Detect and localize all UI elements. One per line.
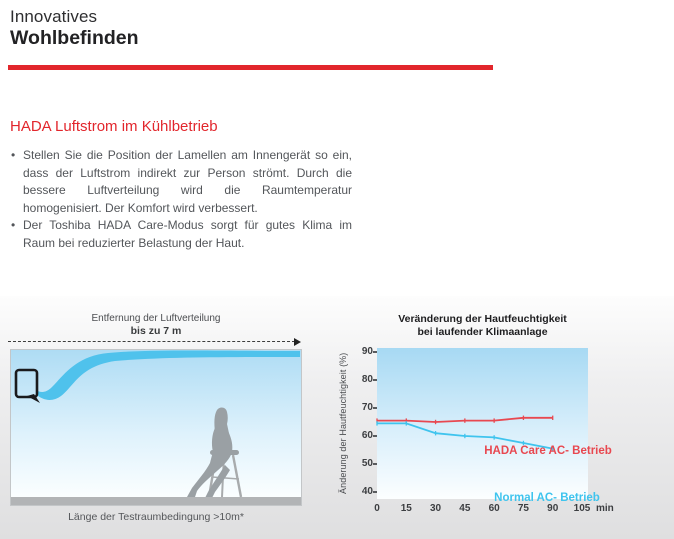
- figure-caption: Länge der Testraumbedingung >10m*: [68, 511, 244, 523]
- y-tick-mark: [373, 351, 377, 353]
- humidity-chart: Veränderung der Hautfeuchtigkeit bei lau…: [335, 300, 674, 539]
- distance-arrow-head-icon: [294, 337, 301, 346]
- y-tick-label: 60: [361, 430, 373, 441]
- x-tick-label: 105: [573, 503, 591, 514]
- page-title: Wohlbefinden: [10, 27, 139, 49]
- ac-unit-icon: [14, 368, 40, 403]
- y-tick-mark: [373, 463, 377, 465]
- section-heading: HADA Luftstrom im Kühlbetrieb: [10, 118, 218, 135]
- y-tick-mark: [373, 379, 377, 381]
- y-axis-title: Änderung der Hautfeuchtigkeit (%): [338, 352, 348, 495]
- series-label-normal: Normal AC- Betrieb: [494, 492, 600, 504]
- room-illustration-svg: [11, 350, 301, 505]
- chart-plot-svg: [376, 415, 554, 451]
- distance-label-line1: Entfernung der Luftverteilung: [91, 313, 221, 324]
- y-tick-label: 70: [361, 402, 373, 413]
- x-axis-unit-label: min: [596, 503, 614, 514]
- person-silhouette: [187, 407, 233, 498]
- y-tick-label: 90: [361, 346, 373, 357]
- airflow-swoosh: [36, 350, 300, 400]
- x-tick-label: 60: [488, 503, 500, 514]
- floor-bar: [11, 497, 301, 505]
- chart-plot: HADA Care AC- Betrieb Normal AC- Betrieb: [376, 348, 612, 504]
- x-tick-label: 0: [374, 503, 380, 514]
- y-tick-mark: [373, 407, 377, 409]
- room-illustration: [10, 349, 302, 506]
- x-tick-label: 90: [547, 503, 559, 514]
- y-tick-label: 50: [361, 458, 373, 469]
- distance-arrow-line: [8, 341, 295, 342]
- x-tick-label: 30: [430, 503, 442, 514]
- red-divider-rule: [8, 65, 493, 70]
- y-tick-label: 40: [361, 486, 373, 497]
- x-tick-label: 75: [517, 503, 529, 514]
- y-tick-mark: [373, 435, 377, 437]
- distance-label-line2: bis zu 7 m: [130, 325, 182, 337]
- page-pretitle: Innovatives: [10, 7, 98, 26]
- y-tick-label: 80: [361, 374, 373, 385]
- bullet-item: Der Toshiba HADA Care-Modus sorgt für gu…: [10, 217, 352, 252]
- y-tick-mark: [373, 491, 377, 493]
- airflow-figure: Entfernung der Luftverteilung bis zu 7 m: [0, 300, 320, 539]
- chart-title-line2: bei laufender Klimaanlage: [417, 326, 548, 338]
- x-tick-label: 45: [459, 503, 471, 514]
- chart-title-line1: Veränderung der Hautfeuchtigkeit: [398, 313, 567, 325]
- x-tick-label: 15: [400, 503, 412, 514]
- series-label-hada: HADA Care AC- Betrieb: [484, 445, 612, 457]
- bullet-item: Stellen Sie die Position der Lamellen am…: [10, 147, 352, 217]
- bullet-list: Stellen Sie die Position der Lamellen am…: [10, 147, 352, 252]
